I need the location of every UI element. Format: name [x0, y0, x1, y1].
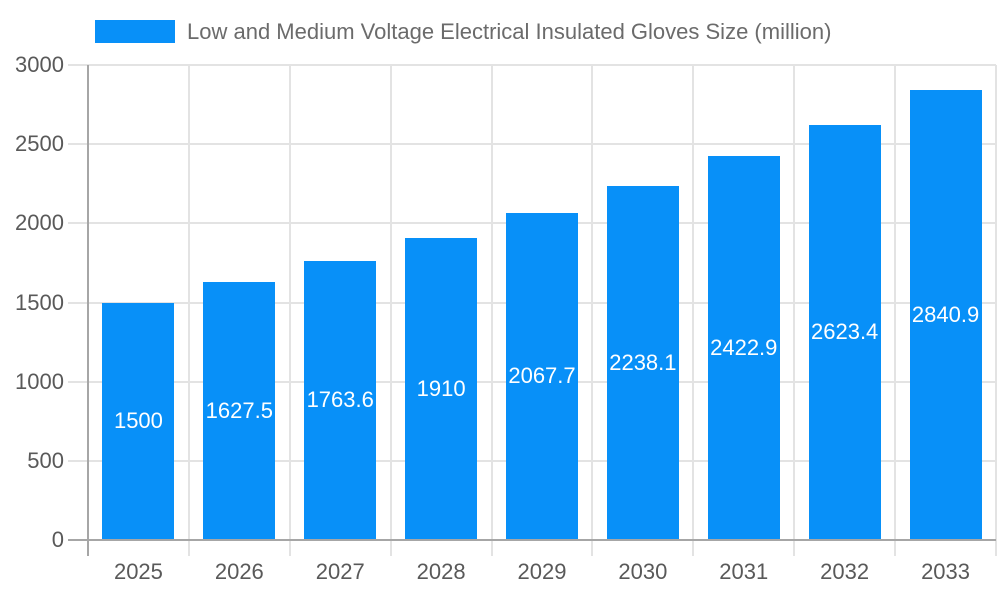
x-tick-label: 2028: [416, 559, 466, 584]
bar-2027[interactable]: [304, 260, 377, 540]
gridline-vertical: [187, 65, 190, 540]
bar-2032[interactable]: [808, 124, 881, 540]
x-tick-mark: [591, 540, 594, 556]
bar-2028[interactable]: [405, 237, 478, 540]
legend-label: Low and Medium Voltage Electrical Insula…: [187, 19, 832, 44]
x-tick-mark: [894, 540, 897, 556]
gridline-vertical: [894, 65, 897, 540]
x-tick-mark: [793, 540, 796, 556]
gridline-vertical: [288, 65, 291, 540]
y-tick-label: 2000: [15, 210, 64, 236]
bar-2030[interactable]: [606, 185, 679, 540]
x-tick-mark: [490, 540, 493, 556]
bar-2026[interactable]: [203, 282, 276, 540]
y-tick-label: 500: [27, 447, 64, 473]
gridline-vertical: [591, 65, 594, 540]
x-tick-label: 2030: [618, 559, 668, 584]
x-tick-mark: [995, 540, 997, 556]
bar-2031[interactable]: [707, 156, 780, 540]
y-tick-label: 2500: [15, 131, 64, 157]
gridline-vertical: [692, 65, 695, 540]
gridline-horizontal: [68, 64, 996, 66]
legend-swatch: [95, 20, 175, 43]
y-axis-line: [87, 65, 89, 540]
x-tick-label: 2033: [921, 559, 971, 584]
x-tick-mark: [187, 540, 190, 556]
x-tick-label: 2029: [517, 559, 567, 584]
y-tick-label: 1500: [15, 289, 64, 315]
legend-item[interactable]: Low and Medium Voltage Electrical Insula…: [95, 20, 831, 43]
x-tick-label: 2025: [113, 559, 163, 584]
x-tick-label: 2032: [820, 559, 870, 584]
x-axis-baseline: [68, 539, 996, 541]
x-tick-label: 2027: [315, 559, 365, 584]
y-tick-label: 1000: [15, 368, 64, 394]
x-tick-mark: [389, 540, 392, 556]
x-tick-label: 2026: [214, 559, 264, 584]
y-tick-label: 0: [51, 527, 64, 552]
bar-2025[interactable]: [102, 302, 175, 540]
x-tick-label: 2031: [719, 559, 769, 584]
x-tick-mark: [288, 540, 291, 556]
bar-2029[interactable]: [506, 212, 578, 540]
gridline-vertical: [490, 65, 493, 540]
x-tick-mark: [87, 540, 89, 556]
y-tick-label: 3000: [15, 52, 64, 77]
gridline-vertical: [793, 65, 796, 540]
bar-2033[interactable]: [909, 90, 982, 540]
gridline-horizontal: [68, 143, 996, 146]
x-tick-mark: [692, 540, 695, 556]
gridline-vertical: [389, 65, 392, 540]
gridline-vertical: [995, 65, 997, 540]
